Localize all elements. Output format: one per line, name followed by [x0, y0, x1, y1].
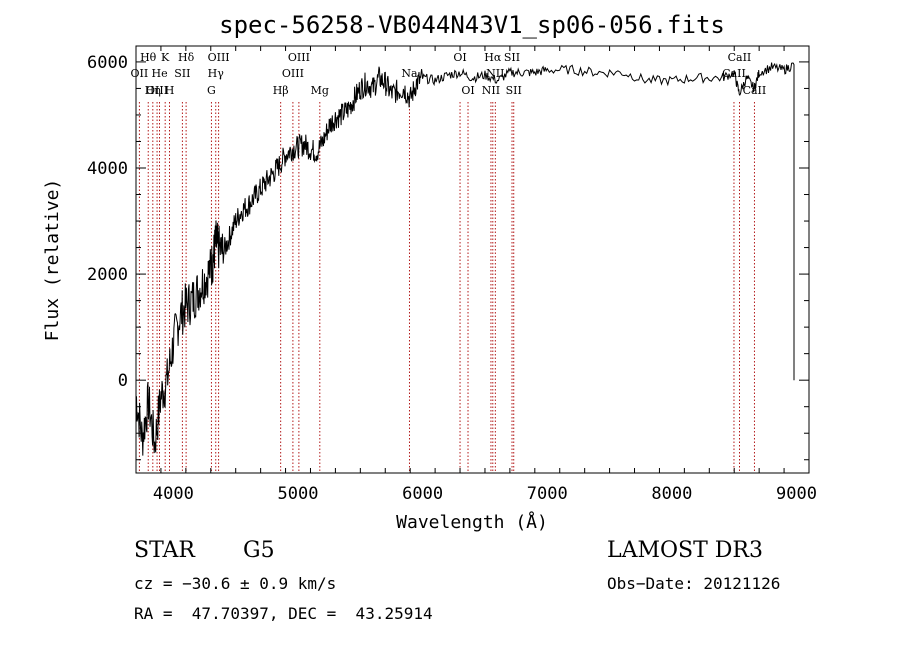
spectral-line-label: Mg: [311, 84, 329, 97]
plot-frame: [135, 45, 810, 474]
spectral-line-label: SII: [174, 67, 190, 80]
x-tick-label: 5000: [278, 484, 319, 504]
redshift-cz: cz = −30.6 ± 0.9 km/s: [134, 574, 337, 593]
spectral-line-label: NII: [482, 84, 500, 97]
spectral-line-label: CaII: [743, 84, 767, 97]
spectral-line-label: He: [152, 67, 168, 80]
observation-date: Obs−Date: 20121126: [607, 574, 781, 593]
x-tick-label: 6000: [402, 484, 443, 504]
spectral-line-label: OIII: [282, 67, 304, 80]
y-axis-label: Flux (relative): [42, 179, 63, 342]
spectral-line-label: OIII: [208, 51, 230, 64]
x-tick-label: 4000: [153, 484, 194, 504]
spectral-line-label: OIII: [288, 51, 310, 64]
chart-title: spec-56258-VB044N43V1_sp06-056.fits: [219, 11, 725, 39]
spectral-line-label: G: [207, 84, 216, 97]
x-tick-label: 8000: [651, 484, 692, 504]
spectral-line-label: H: [165, 84, 175, 97]
spectral-line-label: Hγ: [208, 67, 225, 80]
spectral-line-label: Hδ: [178, 51, 195, 64]
object-class: STAR: [134, 538, 195, 563]
survey-name: LAMOST DR3: [607, 538, 763, 563]
spectral-line-label: OI: [461, 84, 474, 97]
y-tick-label: 4000: [87, 159, 128, 179]
x-tick-label: 9000: [776, 484, 817, 504]
ra-dec: RA = 47.70397, DEC = 43.25914: [134, 604, 433, 623]
axis-ticks: 4000 5000 6000 7000 8000 9000 0 2000 4000 6000: [87, 46, 817, 504]
spectral-line-label: Hα: [484, 51, 502, 64]
spectral-line-label: OI: [453, 51, 466, 64]
spectral-line-label: Hη: [145, 84, 161, 97]
spectral-line-label: Hθ: [140, 51, 157, 64]
x-tick-label: 7000: [527, 484, 568, 504]
y-tick-label: 6000: [87, 53, 128, 73]
spectral-lines-layer: Hθ OII OIII K H He Hη SII Hδ OIII Hγ G Hβ OIII OIII Mg N…: [131, 51, 767, 473]
flux-series-line: [135, 62, 795, 456]
y-tick-label: 0: [118, 371, 128, 391]
spectral-line-label: Na: [401, 67, 418, 80]
spectral-line-label: SII: [506, 84, 522, 97]
y-tick-label: 2000: [87, 265, 128, 285]
object-subclass: G5: [243, 538, 275, 563]
series-layer: [135, 62, 795, 456]
x-axis-label: Wavelength (Å): [396, 511, 548, 533]
spectral-line-label: CaII: [728, 51, 752, 64]
spectral-line-label: K: [161, 51, 170, 64]
spectral-line-label: SII: [504, 51, 520, 64]
spectral-line-label: OIII: [146, 84, 168, 97]
spectral-line-label: Hβ: [273, 84, 289, 97]
spectral-line-label: OII: [131, 67, 149, 80]
